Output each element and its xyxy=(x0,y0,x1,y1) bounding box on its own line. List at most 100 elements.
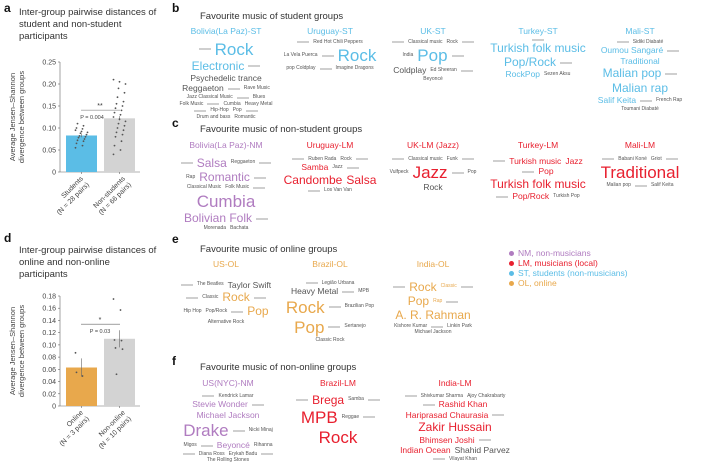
filler-word-mark xyxy=(248,65,261,68)
data-point xyxy=(119,113,122,116)
cloud-word: Heavy Metal xyxy=(290,286,339,297)
filler-word-mark xyxy=(180,162,193,165)
y-tick-label: 0.02 xyxy=(42,391,56,398)
cloud-word: Indian Ocean xyxy=(400,445,451,456)
bar-1 xyxy=(104,338,135,406)
cloud-word: Legião Urbana xyxy=(321,279,355,286)
word-cloud: Babani Koné Griot Traditional Malian pop Sal… xyxy=(590,156,690,189)
panel-e-label: e xyxy=(172,232,179,246)
y-tick-label: 0.14 xyxy=(42,318,56,325)
data-point xyxy=(81,375,84,377)
data-point xyxy=(118,80,121,83)
bar-chart-students: 0 0.05 0.10 0.15 0.20 0.25 Average Jensen–Shan… xyxy=(8,60,140,217)
filler-word-mark xyxy=(232,429,245,432)
group-title: Brazil-OL xyxy=(312,259,348,269)
cloud-word: Stevie Wonder xyxy=(192,399,248,410)
legend-item-lm: LM, musicians (local) xyxy=(509,258,628,268)
cloud-word: Linkin Park xyxy=(447,322,472,329)
cloud-word: Beyoncé xyxy=(216,440,250,451)
filler-word-mark xyxy=(460,69,473,72)
panel-e-title: Favourite music of online groups xyxy=(200,244,338,255)
filler-word-mark xyxy=(245,109,258,112)
cloud-word: Hariprasad Chaurasia xyxy=(405,409,489,420)
legend-item-st: ST, students (non-musicians) xyxy=(509,268,628,278)
filler-word-mark xyxy=(342,290,355,293)
filler-word-mark xyxy=(194,109,207,112)
panel-c-label: c xyxy=(172,116,179,130)
word-cloud: Ruben Rada Rock Samba Jazz Candombe Salsa Los … xyxy=(280,156,380,194)
cloud-word: RockPop xyxy=(505,69,541,80)
y-axis-label: Average Jensen–Shannondivergence between… xyxy=(8,305,26,397)
filler-word-mark xyxy=(198,48,211,51)
cloud-word: Coldplay xyxy=(393,65,427,76)
significance-stars: ** xyxy=(97,103,103,110)
cloud-word: Classic Rock xyxy=(315,336,345,343)
cloud-word: Bhimsen Joshi xyxy=(419,434,475,445)
word-cloud: The Beatles Taylor Swift Classic Rock Hip Ho… xyxy=(176,280,276,326)
cloud-word: Taylor Swift xyxy=(227,279,272,290)
p-value: P = 0.03 xyxy=(90,329,111,335)
y-tick-label: 0 xyxy=(52,170,56,177)
cloud-word: Brazilian Pop xyxy=(344,303,375,310)
filler-word-mark xyxy=(616,41,629,44)
filler-word-mark xyxy=(180,284,193,287)
data-point xyxy=(80,130,83,133)
filler-word-mark xyxy=(186,296,199,299)
data-point xyxy=(112,298,115,300)
cloud-word: Pop xyxy=(232,107,242,114)
cloud-word: Imagine Dragons xyxy=(335,65,374,72)
cloud-word: Samba xyxy=(301,162,329,173)
cloud-word: Jazz xyxy=(412,163,448,183)
cloud-word: Rock xyxy=(285,297,325,317)
cloud-word: Griot xyxy=(650,155,662,162)
legend-item-ol: OL, online xyxy=(509,278,628,288)
data-point xyxy=(113,111,116,114)
legend: NM, non-musicians LM, musicians (local) … xyxy=(509,248,628,288)
y-tick-label: 0.16 xyxy=(42,306,56,313)
cloud-word: Reggae xyxy=(341,413,360,420)
cloud-word: Kishore Kumar xyxy=(394,322,428,329)
filler-word-mark xyxy=(451,171,464,174)
panel-d-title: Inter-group pairwise distances of online… xyxy=(19,245,157,280)
data-point xyxy=(124,83,127,85)
cloud-word: Salsa xyxy=(196,155,227,170)
y-tick-label: 0.05 xyxy=(42,148,56,155)
cloud-word: Oumou Sangaré xyxy=(600,45,664,56)
filler-word-mark xyxy=(259,162,272,165)
cloud-word: Vulfpeck xyxy=(389,168,409,175)
filler-word-mark xyxy=(182,453,195,456)
y-axis-label: Average Jensen–Shannondivergence between… xyxy=(8,71,26,163)
data-point xyxy=(114,107,117,110)
cloud-word: Psychedelic trance xyxy=(190,72,262,83)
filler-word-mark xyxy=(393,286,406,289)
filler-word-mark xyxy=(461,41,474,44)
cloud-word: Jazz xyxy=(565,155,583,166)
cloud-word: Ed Sheeran xyxy=(430,67,457,74)
y-tick-label: 0.12 xyxy=(42,330,56,337)
filler-word-mark xyxy=(431,325,444,328)
legend-dot xyxy=(509,280,514,286)
legend-label: ST, students (non-musicians) xyxy=(518,268,628,278)
x-tick-label: Non-students(N = 66 pairs) xyxy=(92,175,133,216)
cloud-word: Los Van Van xyxy=(324,187,352,194)
cloud-word: Pop/Rock xyxy=(503,54,557,69)
data-point xyxy=(74,351,77,354)
cloud-word: Malian pop xyxy=(602,66,662,81)
filler-word-mark xyxy=(319,67,332,70)
filler-word-mark xyxy=(256,217,269,220)
panel-a-label: a xyxy=(4,1,11,15)
cloud-word: Samba xyxy=(348,396,364,403)
x-tick-label: Students(N = 28 pairs) xyxy=(50,175,91,216)
group-title: Bolivia(La Paz)-NM xyxy=(189,140,263,150)
y-axis-label-line1: Average Jensen–Shannon xyxy=(8,73,17,161)
data-point xyxy=(85,133,88,136)
data-point xyxy=(121,105,124,107)
group-title: Bolivia(La Paz)-ST xyxy=(190,26,262,36)
cloud-word: Migos xyxy=(183,442,197,449)
cloud-word: The Beatles xyxy=(196,281,224,288)
cloud-word: Rock xyxy=(222,290,250,305)
cloud-word: Sezen Aksu xyxy=(544,71,571,78)
cloud-word: Reggaeton xyxy=(230,159,256,166)
filler-word-mark xyxy=(492,414,505,417)
data-point xyxy=(116,96,119,99)
